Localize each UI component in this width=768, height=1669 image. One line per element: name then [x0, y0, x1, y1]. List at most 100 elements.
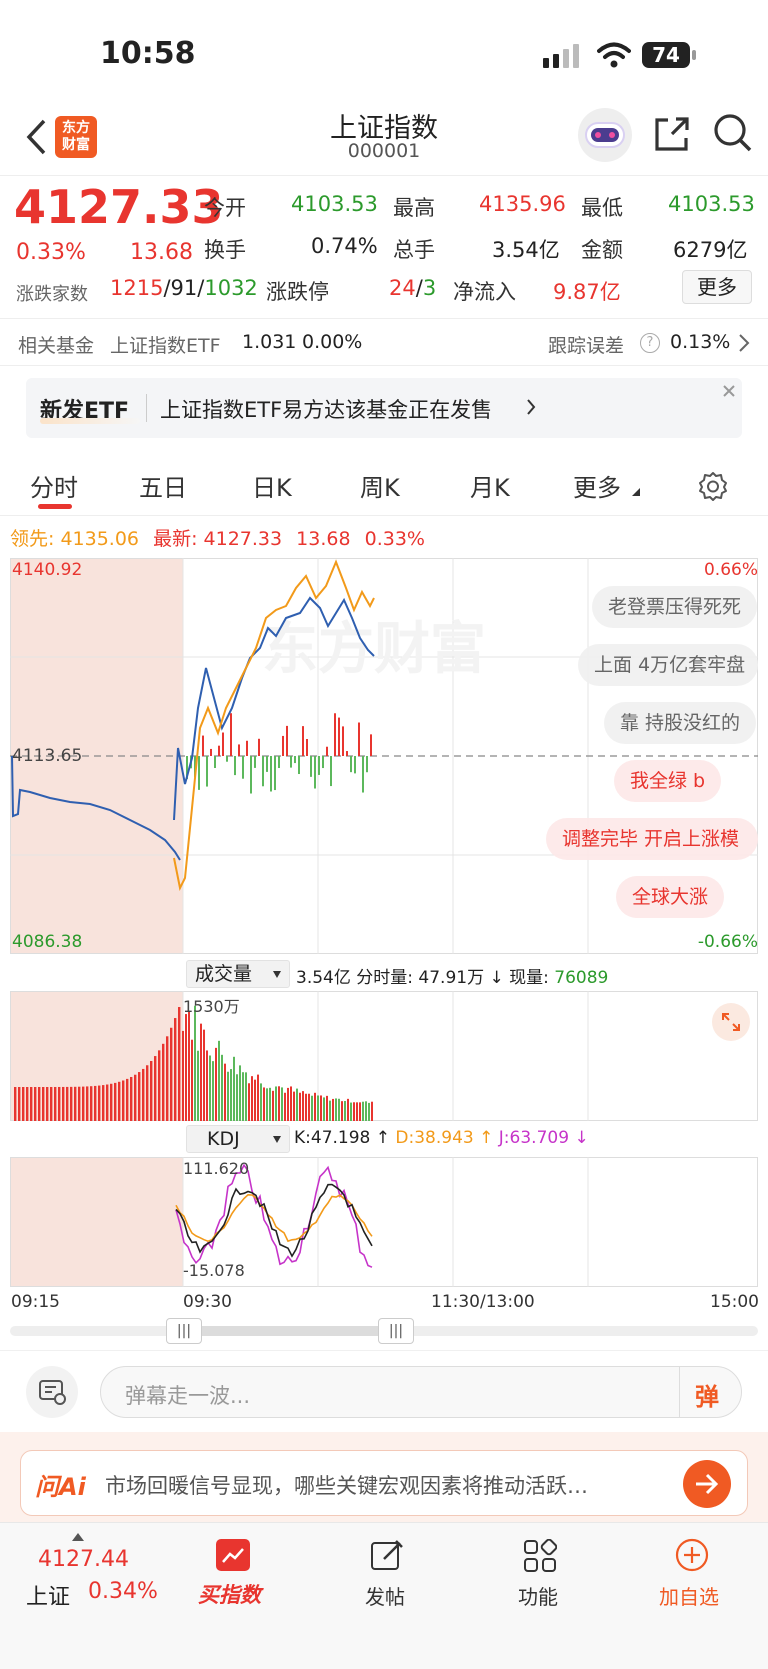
more-button[interactable]: 更多: [682, 270, 752, 304]
tab-daily-k[interactable]: 日K: [252, 474, 292, 502]
etf-divider: [146, 394, 147, 422]
limit-up: 24: [389, 276, 416, 300]
comment-bar: 弹幕走一波... 弹: [0, 1350, 768, 1430]
search-icon[interactable]: [712, 112, 754, 154]
range-slider-handle-left[interactable]: |||: [166, 1318, 202, 1344]
question-icon[interactable]: ?: [640, 333, 660, 353]
danmu-bubble[interactable]: 靠 持股没红的: [604, 702, 757, 744]
price-line: [173, 596, 375, 821]
volume-bar: [305, 1093, 307, 1121]
battery-tip: [692, 50, 696, 60]
close-icon[interactable]: [722, 384, 736, 398]
volume-chart[interactable]: 1530万: [10, 991, 758, 1121]
volume-bar: [299, 1092, 301, 1121]
limit-value: 24/3: [389, 276, 436, 300]
volume-bar: [236, 1074, 238, 1121]
nav-functions[interactable]: 功能: [518, 1585, 558, 1609]
volume-total: 3.54亿: [296, 968, 351, 988]
nav-add-watchlist[interactable]: 加自选: [659, 1585, 719, 1609]
volume-bar: [206, 1050, 208, 1121]
add-circle-icon[interactable]: [674, 1537, 710, 1573]
volume-bar: [218, 1040, 220, 1121]
triangle-down-icon: [273, 1136, 281, 1143]
minute-volume-bar: [326, 746, 328, 756]
price-mid-label: 4113.65: [12, 746, 83, 766]
nav-index-pct[interactable]: 0.34%: [88, 1579, 158, 1604]
down-arrow: ↓: [489, 968, 504, 988]
back-arrow-icon[interactable]: [24, 118, 48, 156]
tab-intraday[interactable]: 分时: [30, 474, 78, 502]
volume-bar: [311, 1095, 313, 1121]
kdj-chart[interactable]: 111.620 -15.078: [10, 1157, 758, 1287]
volume-bar: [170, 1027, 173, 1121]
triangle-up-icon: [72, 1533, 84, 1541]
danmu-settings-button[interactable]: [26, 1366, 78, 1418]
grid-icon[interactable]: [523, 1539, 557, 1573]
battery-level: 74: [652, 43, 680, 67]
buy-index-icon[interactable]: [216, 1539, 250, 1571]
danmu-bubble[interactable]: 调整完毕 开启上涨模: [546, 818, 758, 860]
robot-avatar-icon[interactable]: [578, 108, 632, 162]
open-label: 今开: [204, 196, 246, 220]
share-icon[interactable]: [652, 114, 692, 154]
tab-monthly-k[interactable]: 月K: [470, 474, 510, 502]
volume-bar: [290, 1086, 292, 1121]
nav-buy-index[interactable]: 买指数: [198, 1583, 261, 1607]
volume-bar: [239, 1065, 241, 1121]
intraday-price-chart[interactable]: 东方财富 4140.92 4113.65 4086.38 0.66% -0.66…: [10, 558, 758, 954]
related-fund-row[interactable]: 相关基金 上证指数ETF 1.031 0.00% 跟踪误差 ? 0.13%: [0, 318, 768, 366]
tab-more[interactable]: 更多: [573, 474, 621, 502]
tab-five-day[interactable]: 五日: [139, 474, 187, 502]
ai-go-button[interactable]: [683, 1460, 731, 1508]
minute-volume-bar: [210, 748, 212, 756]
fund-name: 上证指数ETF: [110, 335, 221, 357]
indicator-selector[interactable]: KDJ: [186, 1125, 290, 1153]
fund-pct: 0.00%: [302, 331, 363, 353]
volume-bar: [278, 1086, 280, 1121]
breadth-down: 1032: [204, 276, 258, 300]
expand-button[interactable]: [712, 1003, 750, 1041]
volume-bar: [182, 1030, 184, 1121]
triangle-down-icon: [273, 971, 281, 978]
breadth-sep-2: /: [197, 276, 205, 300]
high-value: 4135.96: [479, 192, 566, 216]
minute-volume-bar: [298, 756, 300, 775]
danmu-send-button[interactable]: 弹: [695, 1383, 719, 1411]
volume-bar: [365, 1101, 367, 1121]
compose-icon[interactable]: [370, 1539, 404, 1573]
volume-chart-svg: [10, 991, 758, 1121]
page-header: 东方 财富 上证指数 000001: [0, 100, 768, 176]
volume-bar: [178, 1007, 181, 1121]
ai-prompt-bar[interactable]: 问Ai 市场回暖信号显现，哪些关键宏观因素将推动活跃…: [20, 1450, 748, 1516]
nav-index-price[interactable]: 4127.44: [38, 1547, 129, 1572]
open-value: 4103.53: [291, 192, 378, 216]
volume-bar: [245, 1072, 247, 1121]
danmu-bubble[interactable]: 老登票压得死死: [592, 586, 758, 628]
breadth-sep: /: [163, 276, 171, 300]
tab-weekly-k[interactable]: 周K: [360, 474, 400, 502]
nav-index-name[interactable]: 上证: [26, 1585, 71, 1610]
minute-volume-bar: [346, 751, 348, 756]
danmu-bubble[interactable]: 上面 4万亿套牢盘: [578, 644, 758, 686]
nav-post[interactable]: 发帖: [365, 1585, 405, 1609]
kdj-d-arrow: ↑: [479, 1128, 494, 1148]
danmu-input[interactable]: 弹幕走一波... 弹: [100, 1366, 742, 1418]
volume-bar: [326, 1095, 328, 1121]
etf-banner[interactable]: 新发ETF 上证指数ETF易方达该基金正在发售: [26, 378, 742, 438]
volume-bar: [130, 1076, 133, 1121]
latest-change: 13.68: [296, 528, 351, 550]
chart-grid: [182, 1157, 589, 1287]
volume-selector[interactable]: 成交量: [186, 960, 290, 988]
danmu-bubble[interactable]: 全球大涨: [616, 876, 725, 918]
pct-min-label: -0.66%: [697, 932, 758, 952]
volume-bar: [332, 1098, 334, 1121]
volume-bar: [90, 1086, 93, 1121]
triangle-down-icon: [632, 488, 640, 496]
kdj-chart-svg: [10, 1157, 758, 1287]
turnover-value: 0.74%: [311, 234, 378, 258]
range-slider-handle-right[interactable]: |||: [378, 1318, 414, 1344]
gear-icon[interactable]: [697, 470, 729, 502]
minute-volume-bar: [322, 756, 324, 769]
danmu-bubble[interactable]: 我全绿 b: [614, 760, 722, 802]
minute-volume-label: 分时量:: [356, 968, 413, 988]
